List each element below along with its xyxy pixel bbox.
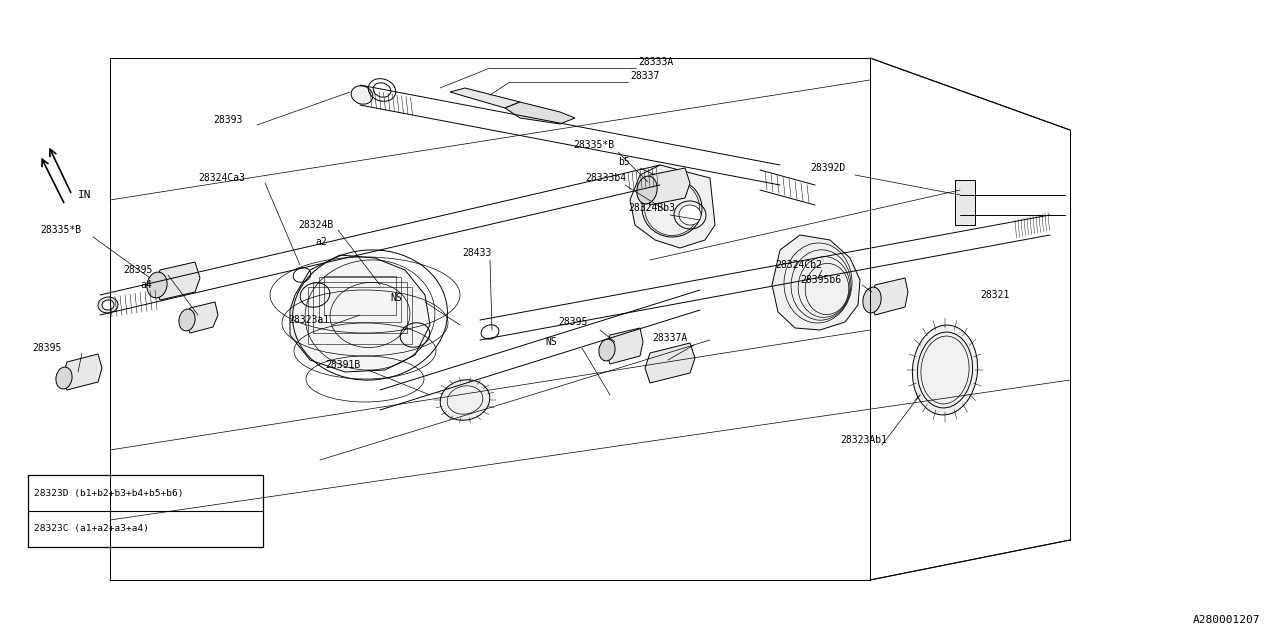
Text: 28433: 28433	[462, 248, 492, 258]
Ellipse shape	[440, 380, 490, 420]
Polygon shape	[155, 262, 200, 300]
Polygon shape	[451, 88, 520, 108]
Polygon shape	[645, 168, 690, 205]
Polygon shape	[186, 302, 218, 333]
Ellipse shape	[863, 287, 881, 313]
Text: IN: IN	[78, 190, 91, 200]
Polygon shape	[955, 180, 975, 225]
Text: 28323D (b1+b2+b3+b4+b5+b6): 28323D (b1+b2+b3+b4+b5+b6)	[35, 488, 183, 497]
Polygon shape	[291, 255, 430, 372]
Text: a2: a2	[315, 237, 326, 247]
Text: 28323C (a1+a2+a3+a4): 28323C (a1+a2+a3+a4)	[35, 525, 148, 534]
Text: 28335*B: 28335*B	[40, 225, 81, 235]
Polygon shape	[61, 354, 102, 390]
Polygon shape	[630, 165, 716, 248]
Ellipse shape	[99, 297, 118, 313]
FancyBboxPatch shape	[28, 475, 262, 547]
Ellipse shape	[599, 339, 616, 361]
Text: 28333b4: 28333b4	[585, 173, 626, 183]
Text: b5: b5	[618, 157, 630, 167]
Text: 28392D: 28392D	[810, 163, 845, 173]
Ellipse shape	[374, 83, 390, 97]
Text: 28395b6: 28395b6	[800, 275, 841, 285]
Text: 28324B: 28324B	[298, 220, 333, 230]
Text: 28395: 28395	[558, 317, 588, 327]
Ellipse shape	[179, 309, 195, 331]
Polygon shape	[870, 278, 908, 315]
Ellipse shape	[351, 86, 372, 104]
Ellipse shape	[56, 367, 72, 389]
Text: 28337: 28337	[630, 71, 659, 81]
Text: 28324Cb2: 28324Cb2	[774, 260, 822, 270]
Polygon shape	[645, 343, 695, 383]
Text: 28393: 28393	[212, 115, 242, 125]
Polygon shape	[506, 102, 575, 124]
Ellipse shape	[147, 272, 168, 298]
Text: 28335*B: 28335*B	[573, 140, 614, 150]
Text: 28395: 28395	[123, 265, 152, 275]
Text: 28324Ca3: 28324Ca3	[198, 173, 244, 183]
Text: a4: a4	[140, 280, 152, 290]
Text: 28337A: 28337A	[652, 333, 687, 343]
Text: A280001207: A280001207	[1193, 615, 1260, 625]
Text: 28333A: 28333A	[637, 57, 673, 67]
Text: NS: NS	[390, 293, 402, 303]
Text: 28324Bb3: 28324Bb3	[628, 203, 675, 213]
Ellipse shape	[913, 325, 978, 415]
Ellipse shape	[102, 300, 114, 310]
Text: 28391B: 28391B	[325, 360, 360, 370]
Text: NS: NS	[545, 337, 557, 347]
Text: 28395: 28395	[32, 343, 61, 353]
Ellipse shape	[637, 176, 657, 204]
Ellipse shape	[678, 205, 701, 225]
Polygon shape	[772, 235, 860, 330]
Text: 28323a1: 28323a1	[288, 315, 329, 325]
Polygon shape	[605, 328, 643, 364]
Text: 28323Ab1: 28323Ab1	[840, 435, 887, 445]
Text: 28321: 28321	[980, 290, 1010, 300]
